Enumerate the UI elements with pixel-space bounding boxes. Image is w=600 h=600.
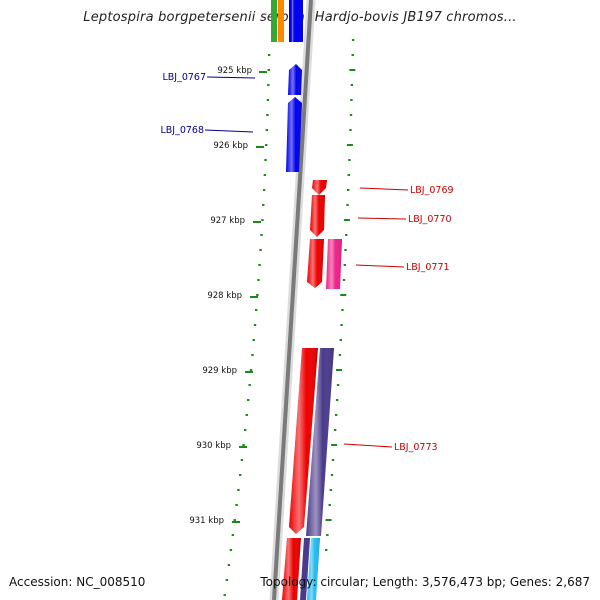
backbone [269, 0, 316, 600]
gene-lbj-0769[interactable] [312, 180, 327, 195]
gene-label-lbj-0771: LBJ_0771 [406, 262, 450, 273]
gene-label-lbj-0768: LBJ_0768 [160, 125, 204, 136]
gene-label-lbj-0773: LBJ_0773 [394, 442, 438, 453]
gene-lbj-0770[interactable] [310, 195, 325, 237]
gene-green-partial [271, 0, 277, 42]
tick-label: 930 kbp [196, 441, 231, 451]
accession-text: Accession: NC_008510 [9, 575, 146, 589]
tick-label: 926 kbp [213, 141, 248, 151]
tick-label: 925 kbp [217, 66, 252, 76]
gene-label-lbj-0770: LBJ_0770 [408, 214, 452, 225]
topology-text: Topology: circular; Length: 3,576,473 bp… [260, 575, 590, 589]
gene-label-lbj-0769: LBJ_0769 [410, 185, 454, 196]
top-genes [271, 0, 303, 42]
gene-lbj-0768[interactable] [286, 97, 302, 172]
gene-lbj-0773[interactable] [289, 348, 334, 536]
gene-labels-left: LBJ_0767 LBJ_0768 [160, 72, 256, 136]
gene-lbj-0767[interactable] [288, 64, 302, 95]
tick-label: 931 kbp [189, 516, 224, 526]
tick-label: 927 kbp [210, 216, 245, 226]
ticks: 925 kbp 926 kbp 927 kbp 928 kbp 929 kbp … [189, 66, 267, 526]
tick-label: 929 kbp [202, 366, 237, 376]
tick-label: 928 kbp [207, 291, 242, 301]
track-guides [223, 39, 356, 596]
gene-lbj-0771[interactable] [307, 239, 342, 289]
bottom-genes [282, 538, 320, 600]
gene-label-lbj-0767: LBJ_0767 [162, 72, 206, 83]
gene-labels-right: LBJ_0769 LBJ_0770 LBJ_0771 LBJ_0773 [343, 185, 454, 453]
gene-orange-partial [278, 0, 284, 42]
